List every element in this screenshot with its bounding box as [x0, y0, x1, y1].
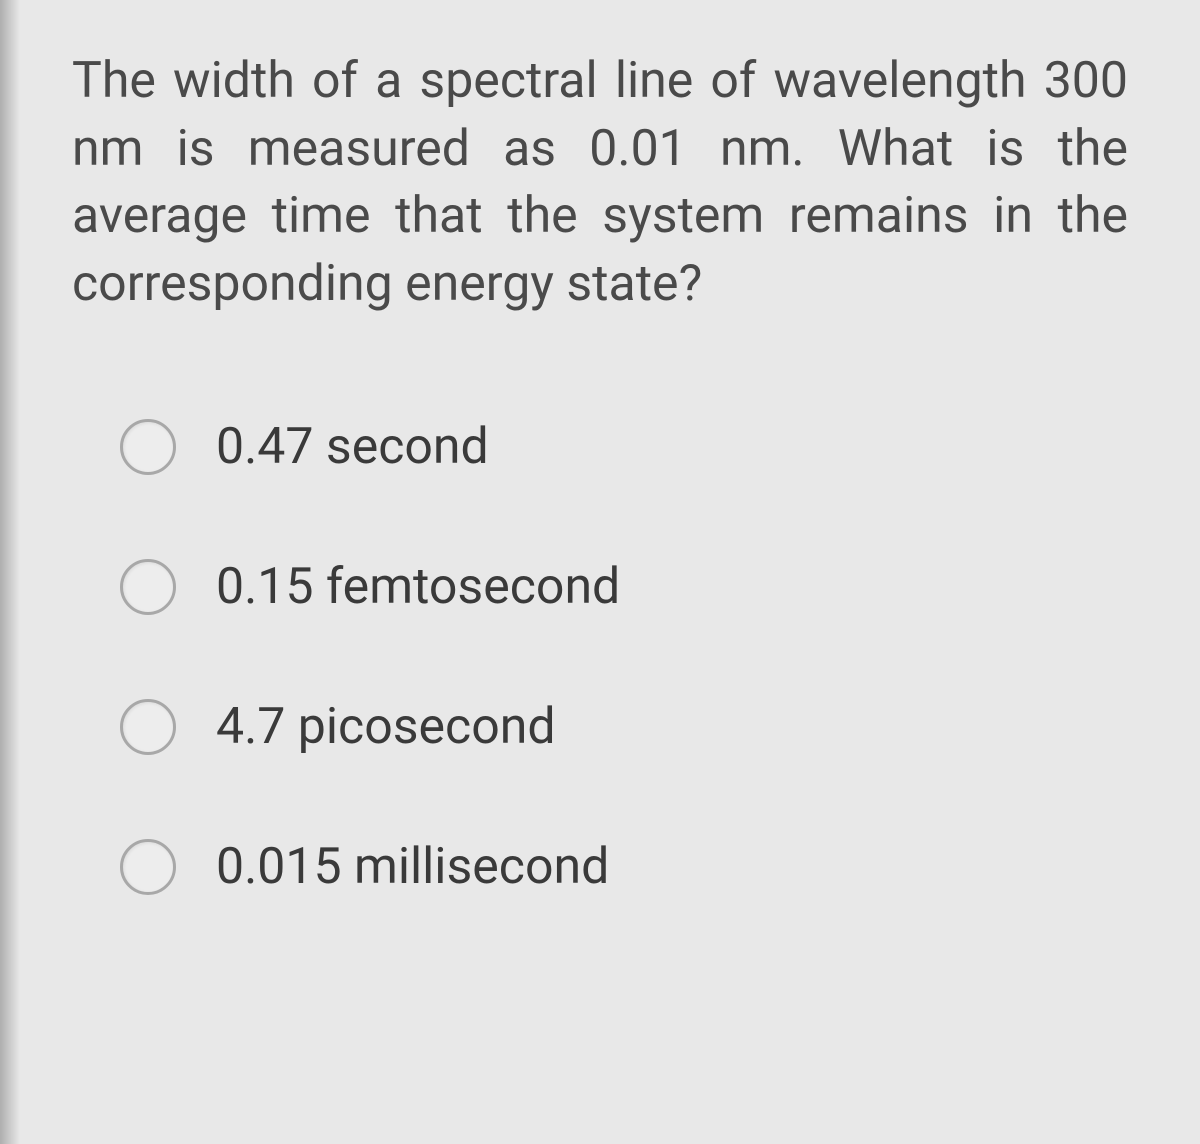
option-4[interactable]: 0.015 millisecond — [120, 838, 1128, 896]
option-label: 4.7 picosecond — [216, 698, 556, 756]
radio-icon — [120, 419, 176, 475]
question-text: The width of a spectral line of waveleng… — [72, 48, 1128, 318]
option-1[interactable]: 0.47 second — [120, 418, 1128, 476]
option-label: 0.15 femtosecond — [216, 558, 620, 616]
options-list: 0.47 second 0.15 femtosecond 4.7 picosec… — [72, 418, 1128, 896]
option-3[interactable]: 4.7 picosecond — [120, 698, 1128, 756]
radio-icon — [120, 839, 176, 895]
option-2[interactable]: 0.15 femtosecond — [120, 558, 1128, 616]
radio-icon — [120, 559, 176, 615]
option-label: 0.015 millisecond — [216, 838, 609, 896]
option-label: 0.47 second — [216, 418, 489, 476]
radio-icon — [120, 699, 176, 755]
